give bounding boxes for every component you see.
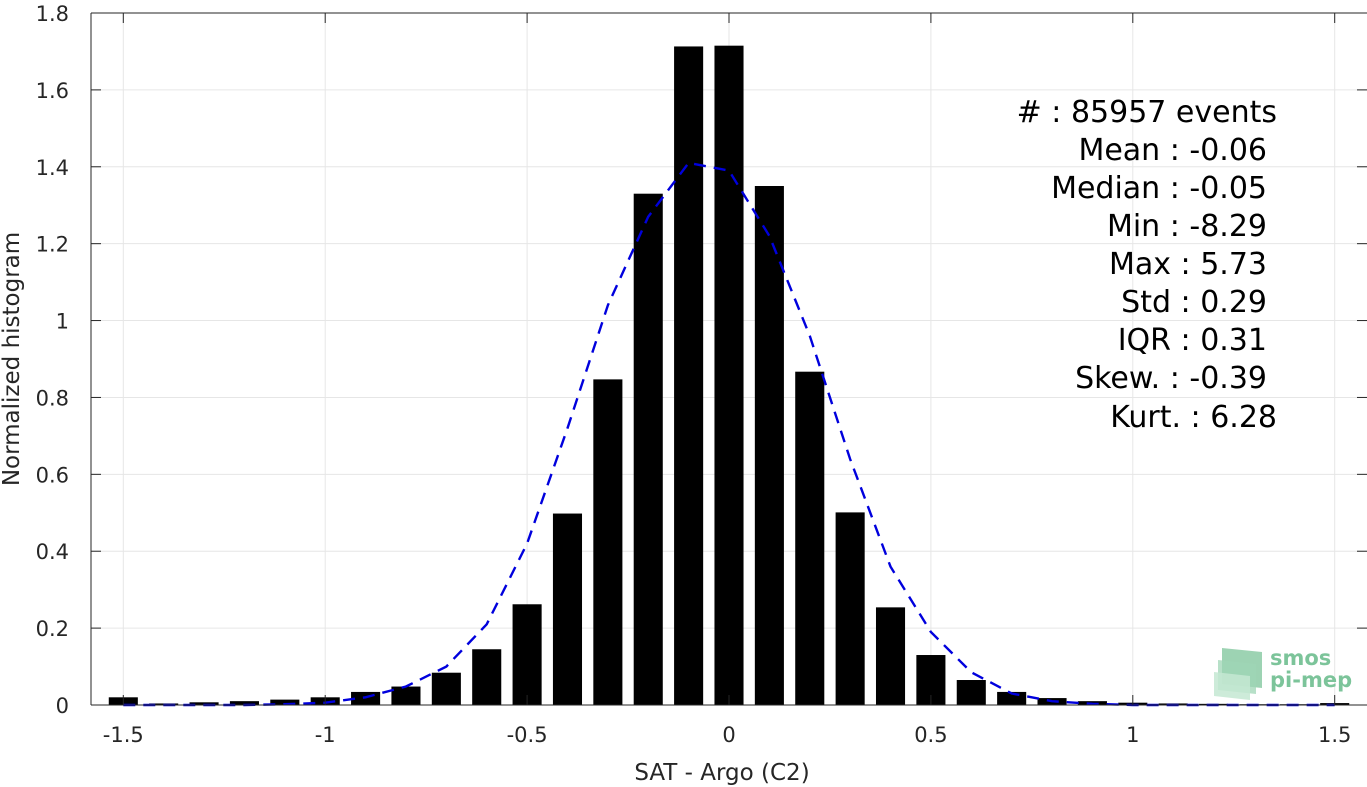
x-tick-label: 0.5: [914, 723, 947, 747]
y-tick-label: 0.6: [36, 463, 69, 487]
x-tick-label: 1.5: [1318, 723, 1351, 747]
x-tick-label: 0: [722, 723, 735, 747]
histogram-bar: [754, 186, 784, 705]
x-tick-label: -1: [315, 723, 336, 747]
histogram-bar: [593, 379, 623, 705]
histogram-bar: [795, 371, 825, 705]
logo-mark-icon: [1214, 648, 1262, 700]
histogram-bar: [956, 680, 986, 705]
histogram-bar: [674, 46, 704, 706]
x-tick-label: -0.5: [507, 723, 548, 747]
y-tick-label: 1.2: [36, 233, 69, 257]
stats-line: Std : 0.29: [1121, 285, 1267, 320]
y-tick-label: 0.2: [36, 617, 69, 641]
histogram-bar: [270, 699, 300, 705]
stats-line: Skew. : -0.39: [1075, 361, 1267, 396]
y-tick-label: 0.4: [36, 540, 69, 564]
y-tick-label: 1.8: [36, 2, 69, 26]
y-tick-label: 1.4: [36, 156, 69, 180]
y-tick-label: 0.8: [36, 386, 69, 410]
histogram-bar: [512, 604, 542, 705]
histogram-bar: [714, 45, 744, 705]
x-axis-label: SAT - Argo (C2): [634, 760, 809, 786]
stats-line: IQR : 0.31: [1118, 323, 1267, 358]
histogram-bar: [835, 512, 865, 705]
histogram-bar: [391, 686, 421, 705]
stats-line: Median : -0.05: [1051, 171, 1267, 206]
stats-line: Max : 5.73: [1109, 247, 1267, 282]
y-axis-label: Normalized histogram: [0, 232, 25, 486]
y-tick-label: 1.6: [36, 79, 69, 103]
logo-text-line1: smos: [1270, 646, 1331, 670]
x-tick-label: -1.5: [103, 723, 144, 747]
smos-pi-mep-logo: smos pi-mep: [1214, 646, 1352, 700]
y-tick-label: 1: [56, 310, 69, 334]
logo-text-line2: pi-mep: [1270, 668, 1352, 692]
histogram-bar: [633, 193, 663, 705]
histogram-bar: [189, 702, 219, 705]
histogram-bar: [875, 607, 906, 705]
histogram-bar: [552, 513, 583, 705]
stats-line: Min : -8.29: [1107, 209, 1267, 244]
y-axis-ticks: 0 0.2 0.4 0.6 0.8 1 1.2 1.4 1.6 1.8: [36, 2, 1367, 718]
y-tick-label: 0: [56, 694, 69, 718]
stats-line: Kurt. : 6.28: [1110, 400, 1277, 435]
stats-line: Mean : -0.06: [1078, 133, 1267, 168]
x-tick-label: 1: [1126, 723, 1139, 747]
histogram-bar: [431, 672, 461, 705]
x-axis-ticks: -1.5 -1 -0.5 0 0.5 1 1.5: [103, 13, 1351, 747]
stats-line: # : 85957 events: [1017, 95, 1277, 130]
histogram-bar: [472, 649, 502, 705]
histogram-bar: [229, 701, 259, 705]
